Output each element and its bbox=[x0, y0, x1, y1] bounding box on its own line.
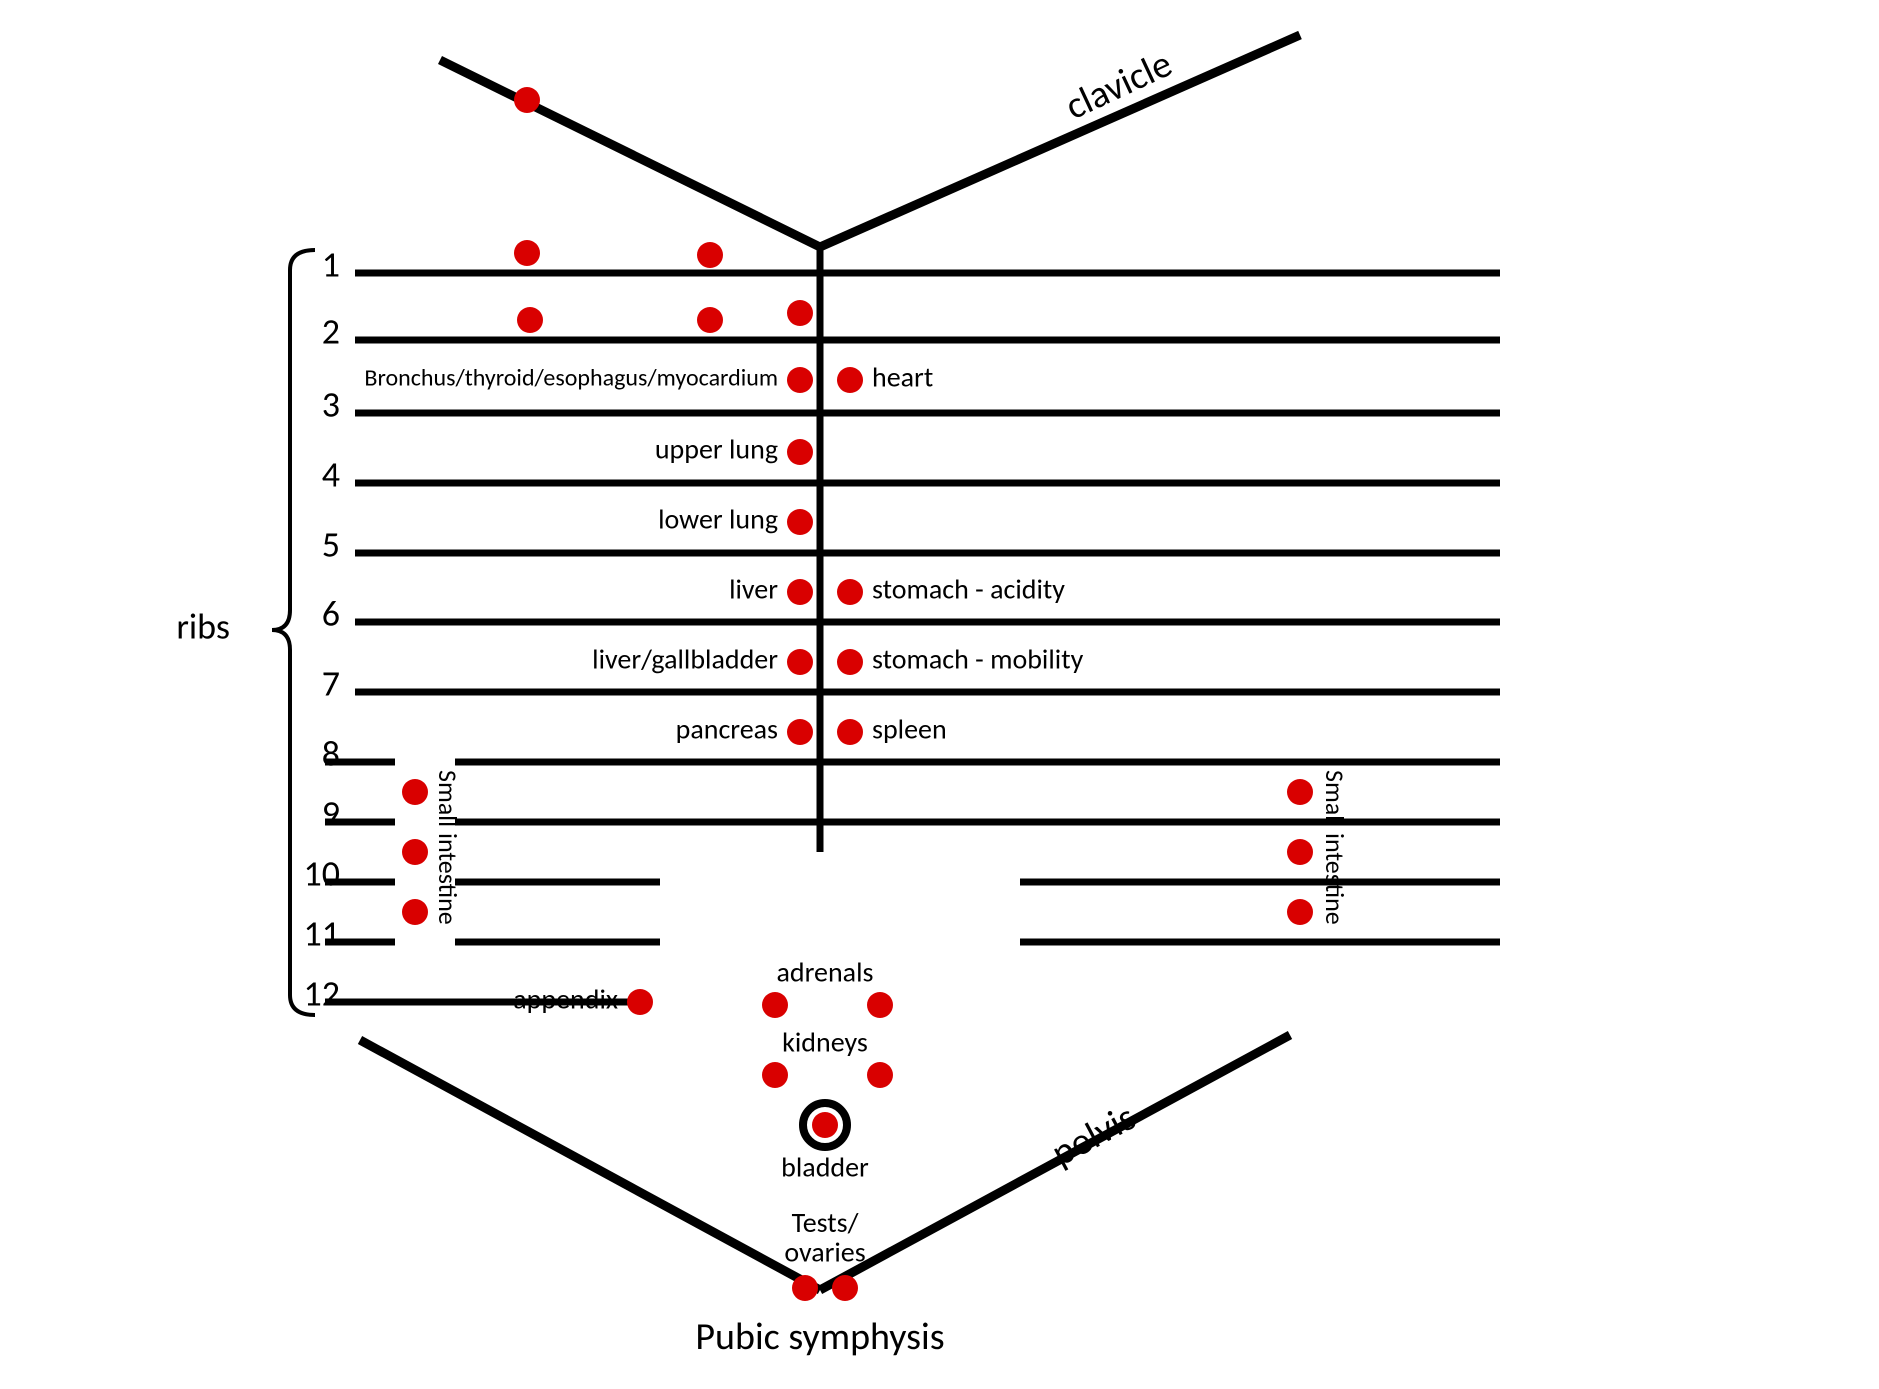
kidneys-dot-0 bbox=[762, 1062, 788, 1088]
kidneys-label: kidneys bbox=[782, 1025, 868, 1060]
tests-ovaries-dot-0 bbox=[792, 1275, 818, 1301]
point-left-4 bbox=[697, 307, 723, 333]
point-left-5 bbox=[787, 300, 813, 326]
small-intestine-left-label: Small intestine bbox=[432, 770, 464, 925]
pubic-symphysis-label: Pubic symphysis bbox=[695, 1314, 944, 1360]
adrenals-label: adrenals bbox=[777, 955, 874, 990]
label-right-0: heart bbox=[872, 360, 933, 395]
pelvis-label: pelvis bbox=[1044, 1094, 1144, 1176]
rib-number-7: 7 bbox=[322, 662, 340, 706]
small-intestine-right-dot-1 bbox=[1287, 839, 1313, 865]
kidneys-dot-1 bbox=[867, 1062, 893, 1088]
small-intestine-right-dot-2 bbox=[1287, 899, 1313, 925]
rib-number-3: 3 bbox=[322, 383, 340, 427]
small-intestine-left-dot-2 bbox=[402, 899, 428, 925]
rib-number-9: 9 bbox=[322, 792, 340, 836]
small-intestine-left-dot-0 bbox=[402, 779, 428, 805]
point-right-2 bbox=[837, 649, 863, 675]
label-right-1: stomach - acidity bbox=[872, 572, 1065, 607]
point-left-6 bbox=[787, 367, 813, 393]
rib-number-6: 6 bbox=[322, 592, 340, 636]
rib-number-1: 1 bbox=[322, 243, 340, 287]
label-left-6: Bronchus/thyroid/esophagus/myocardium bbox=[364, 364, 778, 393]
rib-number-11: 11 bbox=[304, 912, 341, 956]
point-right-1 bbox=[837, 579, 863, 605]
rib-number-4: 4 bbox=[322, 453, 340, 497]
label-left-11: pancreas bbox=[676, 712, 778, 747]
small-intestine-right-dot-0 bbox=[1287, 779, 1313, 805]
rib-number-8: 8 bbox=[322, 732, 340, 776]
adrenals-dot-1 bbox=[867, 992, 893, 1018]
point-left-8 bbox=[787, 509, 813, 535]
appendix-dot bbox=[627, 989, 653, 1015]
rib-number-5: 5 bbox=[322, 523, 340, 567]
appendix-label: appendix bbox=[513, 982, 618, 1017]
point-right-3 bbox=[837, 719, 863, 745]
ribs-label: ribs bbox=[176, 605, 230, 649]
label-left-9: liver bbox=[729, 572, 778, 607]
small-intestine-left-dot-1 bbox=[402, 839, 428, 865]
label-right-3: spleen bbox=[872, 712, 947, 747]
clavicle-left bbox=[440, 60, 820, 247]
rib-number-12: 12 bbox=[304, 972, 341, 1016]
point-left-11 bbox=[787, 719, 813, 745]
ribs-bracket bbox=[272, 250, 315, 1015]
point-left-9 bbox=[787, 579, 813, 605]
point-left-2 bbox=[697, 242, 723, 268]
point-left-1 bbox=[514, 240, 540, 266]
label-left-8: lower lung bbox=[658, 502, 778, 537]
point-left-10 bbox=[787, 649, 813, 675]
point-left-3 bbox=[517, 307, 543, 333]
label-right-2: stomach - mobility bbox=[872, 642, 1084, 677]
label-left-10: liver/gallbladder bbox=[592, 642, 778, 677]
bladder-label: bladder bbox=[781, 1150, 869, 1185]
label-left-7: upper lung bbox=[655, 432, 778, 467]
tests-ovaries-label: Tests/ovaries bbox=[784, 1205, 865, 1269]
adrenals-dot-0 bbox=[762, 992, 788, 1018]
rib-number-2: 2 bbox=[322, 310, 340, 354]
bladder-dot bbox=[812, 1112, 838, 1138]
point-right-0 bbox=[837, 367, 863, 393]
point-left-0 bbox=[514, 87, 540, 113]
clavicle-right bbox=[820, 35, 1300, 247]
point-left-7 bbox=[787, 439, 813, 465]
pelvis-left bbox=[360, 1040, 820, 1290]
anatomical-diagram: clavicle123456789101112ribspelvisPubic s… bbox=[0, 0, 1879, 1389]
tests-ovaries-dot-1 bbox=[832, 1275, 858, 1301]
small-intestine-right-label: Small intestine bbox=[1319, 770, 1351, 925]
rib-number-10: 10 bbox=[304, 852, 341, 896]
